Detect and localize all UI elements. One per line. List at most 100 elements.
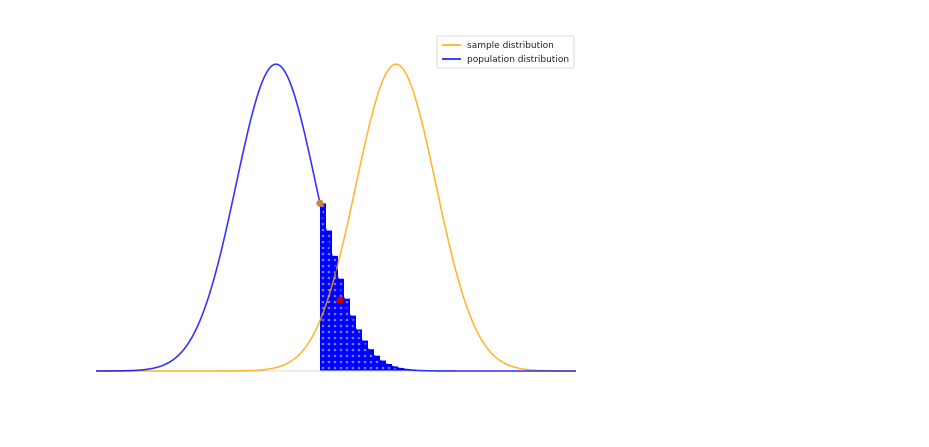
shade-dot bbox=[333, 342, 337, 346]
marker-point-2 bbox=[336, 296, 344, 304]
shade-dot bbox=[327, 330, 331, 334]
shade-dot bbox=[351, 330, 355, 334]
shade-dot bbox=[363, 354, 367, 358]
shaded-column bbox=[398, 368, 404, 371]
shade-dot bbox=[345, 324, 349, 328]
shade-dot bbox=[327, 312, 331, 316]
shaded-column bbox=[374, 355, 380, 371]
shade-dot bbox=[327, 252, 331, 256]
shade-dot bbox=[327, 360, 331, 364]
shade-dot bbox=[339, 324, 343, 328]
shade-dot bbox=[339, 294, 343, 298]
shade-dot bbox=[321, 282, 325, 286]
shade-dot bbox=[363, 366, 367, 370]
shade-dot bbox=[327, 288, 331, 292]
shade-dot bbox=[333, 288, 337, 292]
shade-dot bbox=[339, 342, 343, 346]
shade-dot bbox=[339, 354, 343, 358]
shade-dot bbox=[357, 354, 361, 358]
legend-label-population: population distribution bbox=[467, 55, 569, 65]
shade-dot bbox=[333, 336, 337, 340]
shade-dot bbox=[327, 234, 331, 238]
shade-dot bbox=[345, 342, 349, 346]
shade-dot bbox=[339, 312, 343, 316]
shade-dot bbox=[327, 258, 331, 262]
shade-dot bbox=[333, 348, 337, 352]
shaded-area-group bbox=[320, 203, 416, 371]
shade-dot bbox=[333, 282, 337, 286]
shade-dot bbox=[327, 282, 331, 286]
shade-dot bbox=[327, 324, 331, 328]
shade-dot bbox=[333, 294, 337, 298]
curves-group bbox=[96, 63, 576, 372]
shade-dot bbox=[327, 366, 331, 370]
shade-dot bbox=[321, 234, 325, 238]
shade-dot bbox=[321, 276, 325, 280]
shade-dot bbox=[321, 258, 325, 262]
shade-dot bbox=[321, 288, 325, 292]
shade-dot bbox=[333, 330, 337, 334]
shade-dot bbox=[345, 348, 349, 352]
shade-dot bbox=[363, 360, 367, 364]
shade-dot bbox=[327, 336, 331, 340]
shade-dot bbox=[321, 264, 325, 268]
shade-dot bbox=[321, 294, 325, 298]
shade-dot bbox=[387, 366, 391, 370]
shade-dot bbox=[327, 306, 331, 310]
shade-dot bbox=[327, 264, 331, 268]
shade-dot bbox=[381, 366, 385, 370]
shade-dot bbox=[363, 348, 367, 352]
shade-dot bbox=[351, 342, 355, 346]
shade-dot bbox=[321, 240, 325, 244]
shade-dot bbox=[351, 366, 355, 370]
shade-dot bbox=[351, 354, 355, 358]
shade-dot bbox=[339, 330, 343, 334]
shade-dot bbox=[321, 270, 325, 274]
shade-dot bbox=[321, 360, 325, 364]
shade-dot bbox=[333, 318, 337, 322]
legend: sample distribution population distribut… bbox=[436, 35, 575, 69]
shade-dot bbox=[327, 270, 331, 274]
shade-dot bbox=[345, 354, 349, 358]
shade-dot bbox=[345, 360, 349, 364]
shade-dot bbox=[357, 348, 361, 352]
shade-dot bbox=[333, 324, 337, 328]
shade-dot bbox=[321, 300, 325, 304]
shade-dot bbox=[333, 360, 337, 364]
shade-dot bbox=[345, 312, 349, 316]
shade-dot bbox=[357, 366, 361, 370]
shade-dot bbox=[321, 336, 325, 340]
shade-dot bbox=[327, 354, 331, 358]
shade-dot bbox=[321, 324, 325, 328]
shade-dot bbox=[357, 360, 361, 364]
legend-label-sample: sample distribution bbox=[467, 41, 554, 51]
shade-dot bbox=[339, 366, 343, 370]
series-line-population bbox=[96, 63, 576, 372]
shaded-column bbox=[368, 349, 374, 371]
shade-dot bbox=[375, 360, 379, 364]
shade-dot bbox=[333, 258, 337, 262]
shade-dot bbox=[321, 306, 325, 310]
shade-dot bbox=[369, 366, 373, 370]
shade-dot bbox=[351, 336, 355, 340]
shade-dot bbox=[351, 360, 355, 364]
shade-dot bbox=[339, 348, 343, 352]
shade-dot bbox=[339, 336, 343, 340]
shade-dot bbox=[345, 318, 349, 322]
shade-dot bbox=[327, 348, 331, 352]
shade-dot bbox=[375, 366, 379, 370]
shade-dot bbox=[345, 336, 349, 340]
shade-dot bbox=[333, 312, 337, 316]
shade-dot bbox=[327, 276, 331, 280]
shade-dot bbox=[321, 330, 325, 334]
shade-dot bbox=[321, 348, 325, 352]
points-group bbox=[316, 199, 344, 304]
shade-dot bbox=[321, 318, 325, 322]
shade-dot bbox=[321, 228, 325, 232]
shade-dot bbox=[321, 246, 325, 250]
shade-dot bbox=[369, 360, 373, 364]
shade-dot bbox=[351, 348, 355, 352]
shade-dot bbox=[345, 300, 349, 304]
shade-dot bbox=[327, 342, 331, 346]
